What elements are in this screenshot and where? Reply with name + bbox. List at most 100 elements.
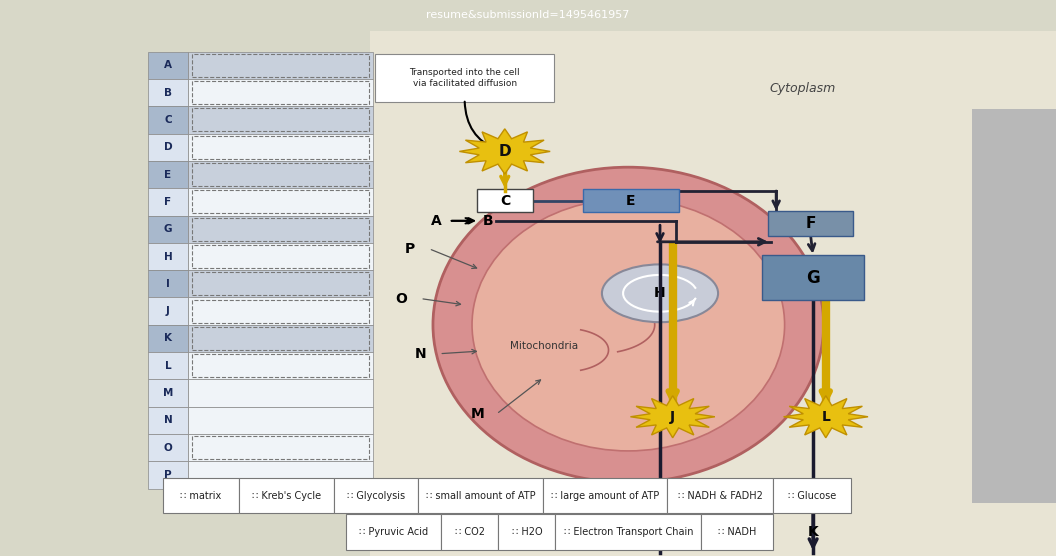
Text: M: M (163, 388, 173, 398)
Text: ∷ Electron Transport Chain: ∷ Electron Transport Chain (564, 527, 693, 537)
FancyBboxPatch shape (188, 407, 373, 434)
Text: C: C (164, 115, 172, 125)
Text: N: N (414, 347, 427, 361)
Text: ∷ CO2: ∷ CO2 (455, 527, 485, 537)
Text: D: D (498, 144, 511, 159)
FancyBboxPatch shape (477, 189, 533, 212)
Text: Cytoplasm: Cytoplasm (770, 82, 835, 95)
Text: A: A (431, 214, 441, 228)
Ellipse shape (433, 167, 824, 483)
FancyBboxPatch shape (543, 478, 667, 513)
Text: C: C (501, 194, 511, 208)
Text: ∷ Glucose: ∷ Glucose (788, 490, 836, 500)
Text: I: I (658, 525, 662, 539)
Text: J: J (166, 306, 170, 316)
Circle shape (602, 265, 718, 322)
Text: ∷ NADH & FADH2: ∷ NADH & FADH2 (678, 490, 762, 500)
FancyBboxPatch shape (148, 188, 188, 216)
Text: O: O (395, 291, 408, 306)
FancyBboxPatch shape (583, 189, 679, 212)
FancyBboxPatch shape (188, 216, 373, 243)
Text: ∷ large amount of ATP: ∷ large amount of ATP (551, 490, 659, 500)
Text: B: B (164, 88, 172, 98)
FancyBboxPatch shape (188, 79, 373, 106)
FancyBboxPatch shape (163, 478, 239, 513)
FancyBboxPatch shape (148, 52, 188, 79)
Ellipse shape (472, 198, 785, 451)
FancyBboxPatch shape (188, 379, 373, 407)
FancyBboxPatch shape (346, 514, 441, 550)
FancyBboxPatch shape (188, 188, 373, 216)
FancyBboxPatch shape (188, 461, 373, 489)
Text: F: F (165, 197, 171, 207)
FancyBboxPatch shape (148, 133, 188, 161)
FancyBboxPatch shape (768, 211, 853, 236)
FancyBboxPatch shape (239, 478, 334, 513)
FancyBboxPatch shape (148, 270, 188, 297)
FancyBboxPatch shape (334, 478, 418, 513)
FancyBboxPatch shape (148, 434, 188, 461)
Text: Mitochondria: Mitochondria (510, 341, 578, 351)
Text: M: M (470, 407, 485, 421)
FancyBboxPatch shape (188, 106, 373, 133)
FancyBboxPatch shape (148, 325, 188, 352)
FancyBboxPatch shape (0, 31, 370, 556)
FancyBboxPatch shape (370, 31, 1056, 556)
Polygon shape (630, 396, 715, 438)
Polygon shape (784, 396, 868, 438)
FancyBboxPatch shape (498, 514, 555, 550)
FancyBboxPatch shape (762, 255, 864, 300)
Polygon shape (459, 129, 550, 174)
Text: G: G (806, 269, 821, 286)
FancyBboxPatch shape (148, 297, 188, 325)
Text: ∷ NADH: ∷ NADH (718, 527, 756, 537)
Text: K: K (808, 525, 818, 539)
Text: ∷ Pyruvic Acid: ∷ Pyruvic Acid (359, 527, 429, 537)
Text: G: G (164, 224, 172, 234)
Text: ∷ H2O: ∷ H2O (511, 527, 543, 537)
Text: K: K (164, 334, 172, 344)
Text: ∷ small amount of ATP: ∷ small amount of ATP (426, 490, 535, 500)
FancyBboxPatch shape (418, 478, 543, 513)
Text: P: P (404, 242, 415, 256)
FancyBboxPatch shape (375, 54, 554, 102)
Text: ∷ Kreb's Cycle: ∷ Kreb's Cycle (251, 490, 321, 500)
Text: N: N (164, 415, 172, 425)
Text: Transported into the cell
via facilitated diffusion: Transported into the cell via facilitate… (410, 68, 520, 87)
Text: B: B (483, 214, 493, 228)
FancyBboxPatch shape (188, 161, 373, 188)
FancyBboxPatch shape (148, 79, 188, 106)
FancyBboxPatch shape (148, 243, 188, 270)
FancyBboxPatch shape (148, 407, 188, 434)
Text: F: F (806, 216, 815, 231)
Text: A: A (164, 60, 172, 70)
FancyBboxPatch shape (972, 110, 1056, 504)
FancyBboxPatch shape (148, 352, 188, 379)
Text: O: O (164, 443, 172, 453)
FancyBboxPatch shape (148, 379, 188, 407)
FancyBboxPatch shape (188, 325, 373, 352)
Text: E: E (165, 170, 171, 180)
Text: J: J (671, 410, 675, 424)
Text: H: H (164, 251, 172, 261)
FancyBboxPatch shape (148, 161, 188, 188)
FancyBboxPatch shape (188, 133, 373, 161)
Text: E: E (626, 194, 635, 208)
FancyBboxPatch shape (188, 352, 373, 379)
FancyBboxPatch shape (441, 514, 498, 550)
FancyBboxPatch shape (555, 514, 701, 550)
FancyBboxPatch shape (148, 106, 188, 133)
FancyBboxPatch shape (667, 478, 773, 513)
FancyBboxPatch shape (773, 478, 851, 513)
Text: P: P (164, 470, 172, 480)
Text: H: H (654, 286, 666, 300)
FancyBboxPatch shape (188, 243, 373, 270)
Text: resume&submissionId=1495461957: resume&submissionId=1495461957 (427, 11, 629, 20)
Text: ∷ matrix: ∷ matrix (180, 490, 222, 500)
FancyBboxPatch shape (188, 270, 373, 297)
Text: ∷ Glycolysis: ∷ Glycolysis (346, 490, 406, 500)
FancyBboxPatch shape (701, 514, 773, 550)
FancyBboxPatch shape (188, 297, 373, 325)
Text: L: L (165, 361, 171, 371)
Text: D: D (164, 142, 172, 152)
